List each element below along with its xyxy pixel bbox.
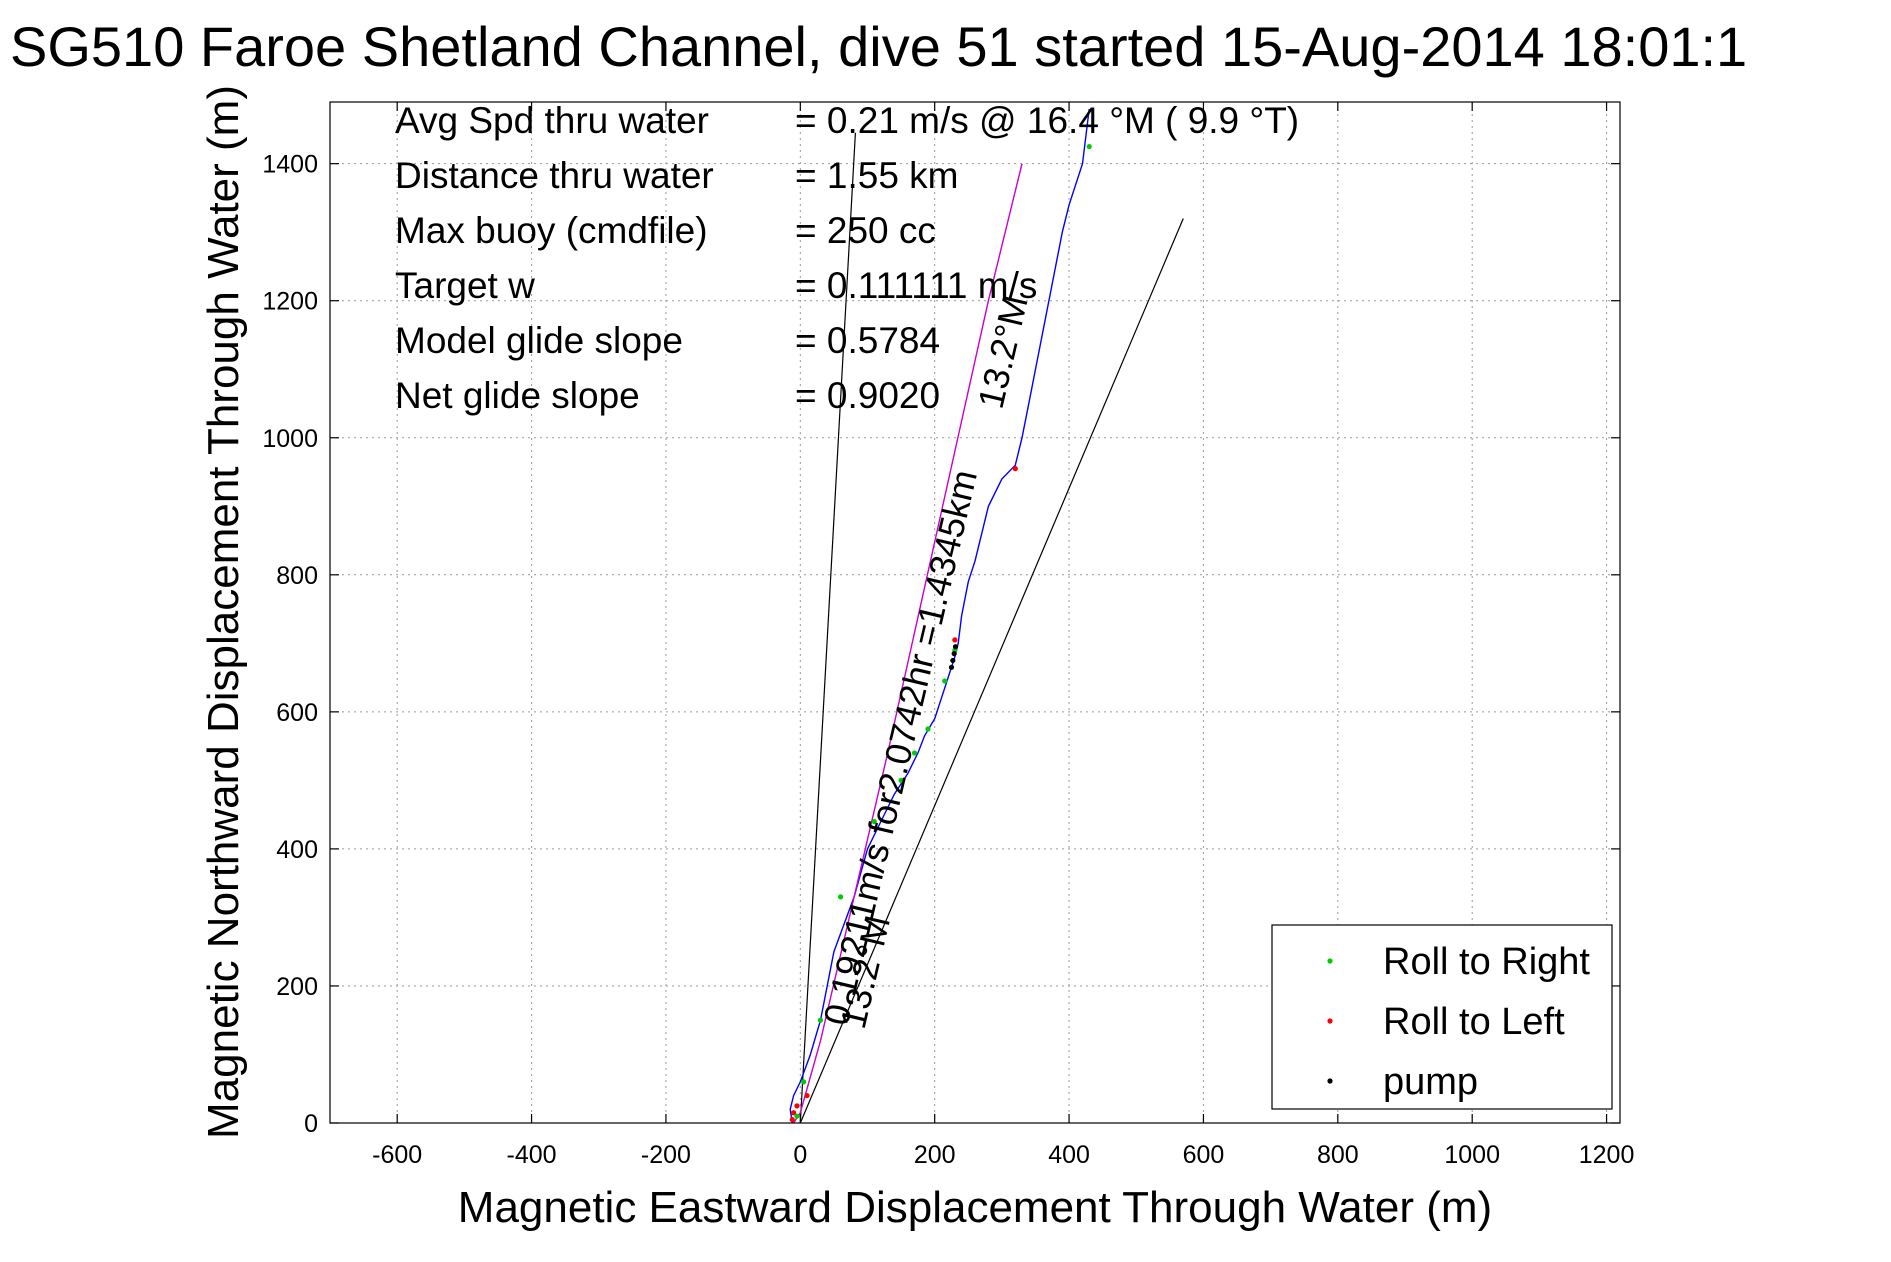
x-tick-label: 600 [1183, 1141, 1225, 1169]
legend-label-roll-to-right: Roll to Right [1383, 941, 1590, 983]
info-label: Net glide slope [395, 375, 640, 416]
y-tick-label: 800 [276, 562, 318, 590]
info-text-block: Avg Spd thru water = 0.21 m/s @ 16.4 °M (… [395, 100, 1299, 416]
y-tick-label: 600 [276, 699, 318, 727]
info-label: Distance thru water [395, 155, 714, 196]
x-tick-label: -200 [641, 1141, 691, 1169]
roll-to-left-point [804, 1092, 810, 1099]
legend-marker-pump [1327, 1078, 1333, 1084]
pump-point [951, 651, 957, 657]
y-tick-label: 1000 [262, 425, 318, 453]
roll-to-left-point [794, 1103, 800, 1109]
roll-to-right-point [925, 726, 931, 732]
legend-items: Roll to Right Roll to Left pump [1327, 941, 1590, 1103]
roll-to-right-point [1086, 143, 1092, 150]
x-axis-label: Magnetic Eastward Displacement Through W… [458, 1183, 1492, 1232]
info-value: = 0.21 m/s @ 16.4 °M ( 9.9 °T) [795, 100, 1299, 141]
pump-point [950, 657, 956, 664]
pump-point [948, 664, 955, 670]
x-tick-label: 1200 [1579, 1141, 1635, 1169]
x-tick-label: 1000 [1444, 1141, 1500, 1169]
legend-label-roll-to-left: Roll to Left [1383, 1001, 1565, 1043]
x-tick-label: 0 [793, 1141, 807, 1169]
y-tick-label: 400 [276, 836, 318, 864]
roll-to-right-point [898, 777, 904, 783]
roll-to-left-point [790, 1110, 797, 1116]
data-series [789, 108, 1092, 1124]
heading-bound-right [799, 218, 1184, 1124]
info-value: = 0.5784 [795, 320, 940, 361]
roll-to-right-point [871, 818, 877, 825]
reference-lines [799, 132, 1184, 1124]
info-value: = 250 cc [795, 210, 936, 251]
model-track-line [793, 163, 1023, 1124]
x-tick-label: -600 [372, 1141, 422, 1169]
x-tick-label: 800 [1317, 1141, 1359, 1169]
roll-to-right-point [838, 894, 844, 900]
y-tick-label: 0 [304, 1110, 318, 1138]
y-tick-label: 1200 [262, 288, 318, 316]
legend-box [1271, 924, 1613, 1110]
roll-to-left-point [952, 637, 958, 643]
legend-label-pump: pump [1383, 1061, 1478, 1103]
legend-marker-roll-to-right [1327, 958, 1333, 964]
roll-to-right-point [911, 750, 918, 756]
legend: Roll to Right Roll to Left pump [1271, 924, 1613, 1110]
info-value: = 0.9020 [795, 375, 940, 416]
info-label: Target w [395, 265, 535, 306]
roll-to-right-point [801, 1079, 807, 1085]
y-axis-label: Magnetic Northward Displacement Through … [199, 85, 248, 1139]
roll-to-left-point [1012, 466, 1018, 472]
info-value: = 1.55 km [795, 155, 959, 196]
y-tick-label: 200 [276, 973, 318, 1001]
heading-bound-left [799, 132, 857, 1124]
pump-point [952, 644, 959, 650]
chart-title: SG510 Faroe Shetland Channel, dive 51 st… [10, 15, 1747, 78]
info-label: Model glide slope [395, 320, 683, 361]
axis-ticks: -600 -400 -200 0 200 400 600 800 1000 1200 0 200 400… [262, 102, 1634, 1169]
y-tick-label: 1400 [262, 151, 318, 179]
roll-to-right-point [942, 678, 948, 684]
plot-frame [329, 101, 1621, 1124]
info-label: Avg Spd thru water [395, 100, 709, 141]
roll-to-right-point [817, 1017, 824, 1023]
x-tick-label: 200 [914, 1141, 956, 1169]
x-tick-label: -400 [507, 1141, 557, 1169]
info-label: Max buoy (cmdfile) [395, 210, 708, 251]
legend-marker-roll-to-left [1327, 1018, 1333, 1024]
roll-to-left-point [789, 1116, 795, 1123]
info-value: = 0.111111 m/s [795, 265, 1037, 306]
roll-to-right-point [794, 1113, 800, 1119]
x-tick-label: 400 [1048, 1141, 1090, 1169]
